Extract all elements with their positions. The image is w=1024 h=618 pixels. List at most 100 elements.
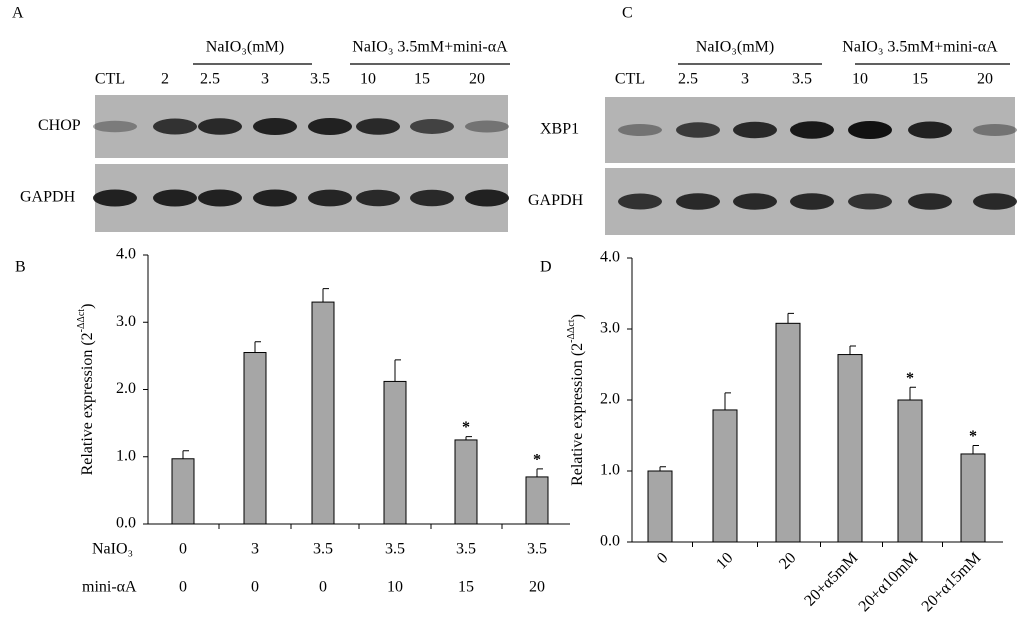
x-tick-label: 10 [713,549,736,572]
lane-label: 2.5 [678,71,698,88]
panel-label: B [15,259,26,276]
band [618,124,662,136]
significance: * [462,419,470,436]
band [465,120,509,133]
band [153,189,197,207]
x-tick-label: 20 [529,579,545,596]
x-tick-label: 0 [654,549,672,567]
band [790,121,834,139]
group-label: NaIO₃ 3.5mM+mini-αA [842,39,998,56]
y-tick-label: 4.0 [600,249,620,266]
bar [525,476,549,525]
band [465,189,509,207]
significance: * [969,428,977,445]
bar [454,439,478,525]
band [356,118,400,135]
band [618,193,662,210]
bar [775,322,801,543]
lane-label: 3.5 [792,71,812,88]
bar [960,453,986,543]
x-tick-label: 0 [251,579,259,596]
band [908,193,952,210]
error-bar [322,288,329,303]
error-bar [465,436,472,440]
y-axis-label-part: Relative expression (2 [79,332,96,475]
x-tick-label: 3.5 [527,541,547,558]
significance: * [906,370,914,387]
y-axis-label: Relative expression (2-ΔΔct) [76,304,95,476]
y-tick-label: 1.0 [116,447,136,464]
band [253,189,297,207]
lane-label: 20 [469,71,485,88]
x-tick-label: 0 [179,541,187,558]
x-tick-label: 20+α15mM [919,549,985,615]
band [733,193,777,210]
error-bar [787,312,794,324]
lane-label: CTL [95,71,125,88]
error-bar [394,359,401,382]
panel-label: C [622,5,633,22]
band [198,189,242,207]
y-tick-label: 3.0 [116,313,136,330]
x-tick-label: 0 [179,579,187,596]
bar [647,470,673,543]
band [93,189,137,207]
lane-label: 15 [912,71,928,88]
band [308,118,352,135]
row-label: XBP1 [540,121,579,138]
lane-label: 15 [414,71,430,88]
x-tick-label: 20 [776,549,799,572]
error-bar [659,466,666,471]
band [410,119,454,134]
group-label: NaIO₃(mM) [206,39,284,56]
bar [712,409,738,543]
y-axis-label: Relative expression (2-ΔΔct) [566,314,585,486]
bar [383,380,407,525]
significance: * [533,452,541,469]
lane-label: 3 [261,71,269,88]
bar [897,399,923,543]
error-bar [909,386,916,400]
lane-label: 3 [741,71,749,88]
band [153,118,197,135]
y-tick-label: 4.0 [116,246,136,263]
x-tick-label: 3.5 [456,541,476,558]
x-tick-label: 3 [251,541,259,558]
band [93,120,137,133]
y-axis-label-part: ) [79,304,96,309]
y-axis-label-part: -ΔΔct [566,319,577,343]
y-tick-label: 2.0 [116,380,136,397]
band [790,193,834,210]
band [973,124,1017,136]
error-bar [254,341,261,353]
x-tick-label: 20+α10mM [856,549,922,615]
lane-label: 2 [161,71,169,88]
row-label: CHOP [38,117,81,134]
band [848,121,892,139]
lane-label: CTL [615,71,645,88]
error-bar [536,468,543,477]
x-tick-label: 10 [387,579,403,596]
group-label: NaIO₃ 3.5mM+mini-αA [352,39,508,56]
y-tick-label: 0.0 [600,533,620,550]
row-label: mini-αA [82,579,137,596]
y-tick-label: 3.0 [600,320,620,337]
y-axis-label-part: ) [569,314,586,319]
error-bar [724,392,731,410]
band [253,118,297,135]
band [356,189,400,207]
lane-label: 2.5 [200,71,220,88]
band [198,118,242,135]
band [973,193,1017,210]
x-tick-label: 3.5 [313,541,333,558]
error-bar [182,450,189,459]
x-tick-label: 20+α5mM [801,549,861,609]
lane-label: 10 [852,71,868,88]
lane-label: 20 [977,71,993,88]
bar [837,354,863,543]
band [848,193,892,210]
y-tick-label: 1.0 [600,462,620,479]
x-tick-label: 0 [319,579,327,596]
y-tick-label: 0.0 [116,515,136,532]
